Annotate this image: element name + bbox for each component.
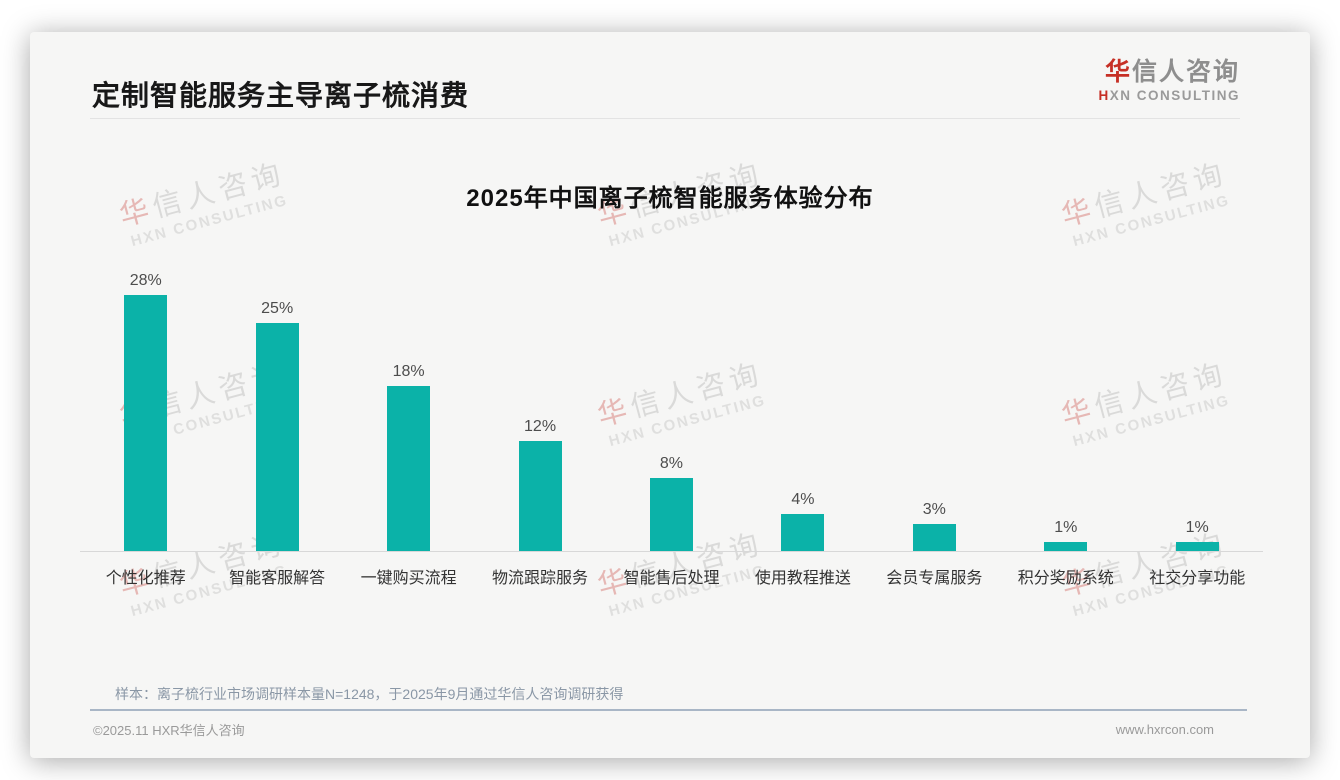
bar-value-label: 4% — [791, 491, 815, 509]
bar-column: 1% — [1000, 519, 1131, 551]
bar — [1175, 541, 1219, 551]
bar — [255, 322, 299, 551]
header-divider — [90, 118, 1240, 119]
bar — [649, 477, 693, 551]
sample-note: 样本：离子梳行业市场调研样本量N=1248，于2025年9月通过华信人咨询调研获… — [115, 686, 624, 702]
x-axis-label: 积分奖励系统 — [1017, 570, 1114, 587]
bar-column: 1% — [1132, 519, 1263, 551]
website-text: www.hxrcon.com — [1115, 722, 1214, 737]
bar-value-label: 28% — [129, 272, 162, 290]
company-logo: 华信人咨询 HXN CONSULTING — [1099, 58, 1241, 103]
x-axis-label: 智能售后处理 — [623, 570, 720, 587]
bar — [124, 295, 168, 551]
x-axis-label: 会员专属服务 — [886, 570, 983, 587]
logo-zh-text: 华信人咨询 — [1099, 58, 1241, 87]
bar-column: 3% — [869, 501, 1000, 551]
page-title: 定制智能服务主导离子梳消费 — [92, 80, 470, 111]
bar-column: 8% — [606, 455, 737, 551]
x-axis-label: 一键购买流程 — [360, 570, 457, 587]
logo-en-accent: H — [1098, 87, 1110, 103]
logo-zh-rest: 信人咨询 — [1131, 58, 1240, 86]
x-axis-line — [80, 551, 1263, 552]
bar-column: 4% — [737, 491, 868, 551]
x-axis-label: 个性化推荐 — [105, 570, 186, 587]
bar-value-label: 12% — [524, 418, 557, 436]
bar-value-label: 1% — [1185, 518, 1209, 536]
chart-title: 2025年中国离子梳智能服务体验分布 — [466, 185, 874, 212]
bar-value-label: 8% — [659, 454, 684, 472]
x-axis-label: 社交分享功能 — [1149, 570, 1246, 587]
bar-column: 12% — [474, 418, 605, 551]
logo-en-rest: XN CONSULTING — [1109, 87, 1240, 103]
x-axis-label: 智能客服解答 — [229, 570, 326, 587]
bar-column: 25% — [211, 299, 342, 551]
bar-value-label: 3% — [922, 500, 946, 518]
bar — [1044, 541, 1088, 551]
bar-value-label: 1% — [1054, 518, 1078, 536]
report-card: 华信人咨询 HXN CONSULTING 华信人咨询 HXN CONSULTING 华信… — [30, 32, 1310, 758]
bar — [912, 523, 956, 551]
bar-column: 18% — [343, 363, 474, 551]
bar-value-label: 18% — [392, 363, 425, 381]
bar-value-label: 25% — [261, 299, 294, 317]
bar — [518, 441, 562, 551]
x-axis-labels: 个性化推荐 智能客服解答 一键购买流程 物流跟踪服务 智能售后处理 使用教程推送 会员专属服… — [80, 564, 1263, 588]
copyright-text: ©2025.11 HXR华信人咨询 — [93, 723, 245, 738]
bar-column: 28% — [80, 272, 211, 551]
logo-en-text: HXN CONSULTING — [1099, 88, 1241, 104]
x-axis-label: 物流跟踪服务 — [492, 570, 589, 587]
bar-chart-plot: 28% 25% 18% 12% 8% 4% 3% 1% 1% — [80, 251, 1263, 551]
logo-zh-accent: 华 — [1104, 58, 1132, 86]
footer-divider — [90, 709, 1247, 711]
bar — [387, 386, 431, 551]
bar — [781, 514, 825, 551]
x-axis-label: 使用教程推送 — [754, 570, 851, 587]
